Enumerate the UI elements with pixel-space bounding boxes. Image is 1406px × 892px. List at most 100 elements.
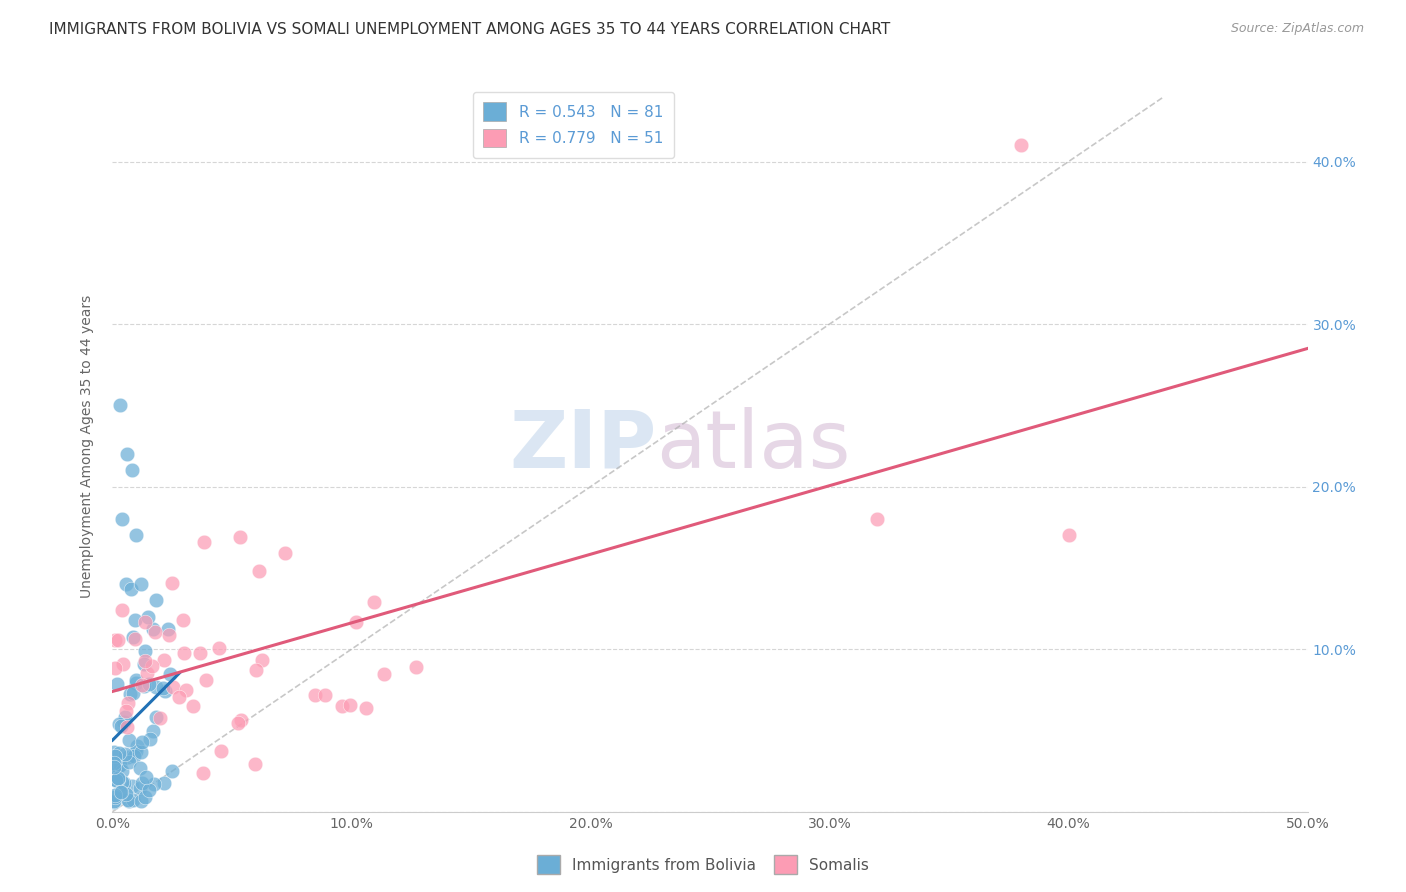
Point [173,646,195,660]
Point [107,760,129,774]
Point [103,795,125,809]
Point [174,682,197,697]
Point [114,787,136,801]
Point [111,657,134,671]
Point [110,719,132,733]
Point [121,779,143,793]
Point [118,794,141,808]
Point [115,720,138,734]
Point [344,615,367,629]
Point [108,398,131,412]
Point [162,681,184,695]
Point [125,528,148,542]
Point [129,745,152,759]
Point [304,689,326,703]
Point [128,761,150,775]
Point [131,735,153,749]
Point [114,776,136,790]
Point [231,713,253,727]
Point [208,640,231,655]
Legend: Immigrants from Bolivia, Somalis: Immigrants from Bolivia, Somalis [530,849,876,880]
Legend: R = 0.543   N = 81, R = 0.779   N = 51: R = 0.543 N = 81, R = 0.779 N = 51 [472,92,673,158]
Point [129,577,152,591]
Y-axis label: Unemployment Among Ages 35 to 44 years: Unemployment Among Ages 35 to 44 years [80,294,94,598]
Point [134,657,156,671]
Point [136,666,159,681]
Point [314,689,336,703]
Point [124,613,146,627]
Point [122,749,145,764]
Point [117,750,139,764]
Point [226,715,249,730]
Point [112,714,135,729]
Point [104,772,127,787]
Point [108,785,131,799]
Point [104,756,127,770]
Point [122,793,145,807]
Point [104,790,127,805]
Point [167,690,190,704]
Point [111,512,134,526]
Point [247,564,270,578]
Point [104,788,127,802]
Point [103,772,125,787]
Point [127,739,149,753]
Point [105,765,128,780]
Point [122,685,145,699]
Point [157,623,180,637]
Point [160,576,183,591]
Point [141,724,163,739]
Point [142,622,165,636]
Point [114,747,136,762]
Point [145,710,167,724]
Point [149,710,172,724]
Point [107,771,129,785]
Point [145,593,167,607]
Point [245,664,267,678]
Point [339,698,361,712]
Point [108,717,131,731]
Point [129,780,152,795]
Text: IMMIGRANTS FROM BOLIVIA VS SOMALI UNEMPLOYMENT AMONG AGES 35 TO 44 YEARS CORRELA: IMMIGRANTS FROM BOLIVIA VS SOMALI UNEMPL… [49,22,890,37]
Point [117,792,139,806]
Point [124,676,146,690]
Point [103,760,125,774]
Point [143,777,166,791]
Point [1010,138,1032,153]
Point [103,749,125,764]
Point [373,666,395,681]
Point [354,700,377,714]
Point [134,643,156,657]
Point [108,747,131,761]
Point [252,653,274,667]
Point [194,673,217,687]
Point [131,776,153,790]
Point [111,764,134,778]
Point [117,696,139,710]
Point [172,613,194,627]
Point [132,679,155,693]
Point [193,535,215,549]
Point [131,678,153,692]
Point [160,764,183,779]
Point [134,790,156,805]
Point [145,680,167,694]
Point [103,756,125,770]
Point [122,630,145,644]
Point [107,772,129,786]
Point [274,546,297,560]
Point [153,684,176,698]
Point [117,755,139,769]
Point [245,757,267,772]
Point [211,744,233,758]
Point [139,731,162,746]
Point [228,530,250,544]
Point [152,653,174,667]
Point [105,677,128,691]
Point [135,770,157,784]
Point [103,745,125,759]
Point [104,661,127,675]
Point [134,615,156,629]
Point [110,757,132,772]
Point [152,681,174,695]
